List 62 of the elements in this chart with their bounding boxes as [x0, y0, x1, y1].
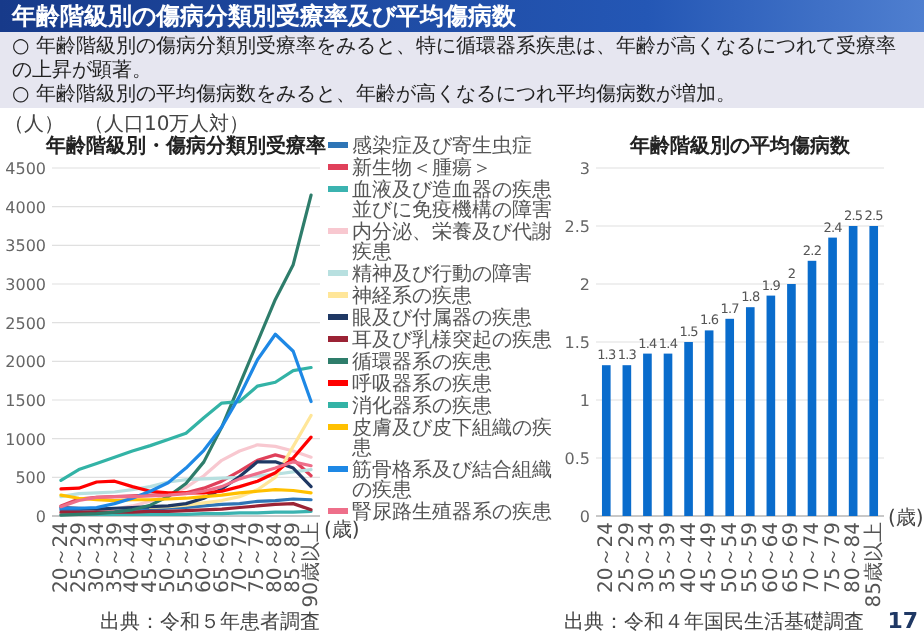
text: 17	[887, 608, 918, 634]
y-tick-label: 500	[15, 469, 46, 488]
legend-label: 筋骨格系及び結合組織の疾患	[352, 458, 552, 502]
legend-label: 感染症及び寄生虫症	[352, 134, 532, 158]
y-tick-label: 1500	[5, 392, 46, 410]
chart-title: 年齢階級別の平均傷病数	[628, 134, 852, 158]
x-tick-label: 20～24	[50, 522, 73, 593]
y-tick-label: 0	[579, 508, 590, 526]
x-tick-label: 85歳以上	[861, 522, 886, 608]
source-note: 出典：令和５年患者調査	[100, 610, 320, 634]
legend-label: 消化器系の疾患	[352, 394, 492, 418]
x-tick-label: 25～29	[616, 522, 639, 593]
x-tick-label: 55～59	[176, 522, 198, 593]
legend-label: 腎尿路生殖器系の疾患	[352, 500, 552, 524]
chart-title: 年齢階級別・傷病分類別受療率	[44, 134, 326, 158]
x-tick-label: 30～34	[637, 522, 660, 593]
y-tick-label: 4500	[5, 160, 46, 178]
x-tick-label: 60～64	[760, 522, 783, 593]
x-tick-label: 65～69	[781, 522, 804, 593]
x-tick-label: 40～44	[678, 522, 701, 593]
x-tick-label: 35～39	[658, 522, 680, 593]
y-tick-label: 3000	[5, 276, 46, 294]
x-tick-label: 25～29	[68, 522, 91, 593]
legend-label: 耳及び乳様突起の疾患	[352, 328, 552, 352]
x-tick-label: 20～24	[596, 522, 619, 593]
x-tick-label: 75～79	[822, 522, 845, 593]
x-tick-label: 80～84	[843, 522, 866, 593]
legend-label: 眼及び付属器の疾患	[352, 306, 532, 330]
legend-label: 精神及び行動の障害	[352, 262, 532, 286]
legend-label: 循環器系の疾患	[352, 350, 492, 374]
x-tick-label: 55～59	[740, 522, 763, 593]
x-axis-title: (歳)	[888, 506, 924, 530]
x-tick-label: 60～64	[193, 522, 216, 593]
legend-label: 呼吸器系の疾患	[352, 372, 492, 396]
y-tick-label: 0.5	[564, 450, 590, 468]
text: 年齢階級別の傷病分類別受療率及び平均傷病数	[0, 0, 924, 32]
y-tick-label: 4000	[5, 198, 46, 217]
y-tick-label: 1	[579, 392, 590, 410]
text: ○ 年齢階級別の傷病分類別受療率をみると、特に循環器系疾患は、年齢が高くなるにつれて受療率の上昇が顕著。	[12, 36, 898, 83]
y-tick-label: 2500	[5, 314, 46, 333]
legend-label: 皮膚及び皮下組織の疾患	[350, 416, 552, 460]
y-tick-label: 1000	[5, 430, 46, 449]
y-tick-label: 2000	[5, 353, 46, 372]
y-tick-label: 2	[579, 276, 590, 294]
x-tick-label: 70～74	[802, 522, 824, 593]
text: ○ 年齢階級別の平均傷病数をみると、年齢が高くなるにつれ平均傷病数が増加。	[12, 84, 738, 108]
x-axis-title: (歳)	[324, 518, 360, 542]
y-tick-label: 1.5	[564, 334, 590, 352]
legend-label: 神経系の疾患	[352, 284, 472, 308]
legend-label: 血液及び造血器の疾患並びに免疫機構の障害	[352, 178, 552, 222]
y-tick-label: 3	[579, 160, 590, 178]
legend-label: 新生物＜腫瘍＞	[352, 156, 492, 180]
y-tick-label: 3500	[5, 237, 46, 256]
source-note: 出典：令和４年国民生活基礎調査	[564, 610, 864, 634]
x-tick-label: 30～34	[86, 522, 109, 593]
y-tick-label: 0	[35, 508, 46, 526]
x-tick-label: 50～54	[719, 522, 742, 593]
legend-label: 内分泌、栄養及び代謝疾患	[352, 220, 552, 264]
y-axis-title: （人） （人口10万人対）	[4, 112, 250, 136]
x-tick-label: 45～49	[699, 522, 722, 593]
y-tick-label: 2.5	[564, 218, 590, 236]
x-tick-label: 65～69	[211, 522, 234, 593]
